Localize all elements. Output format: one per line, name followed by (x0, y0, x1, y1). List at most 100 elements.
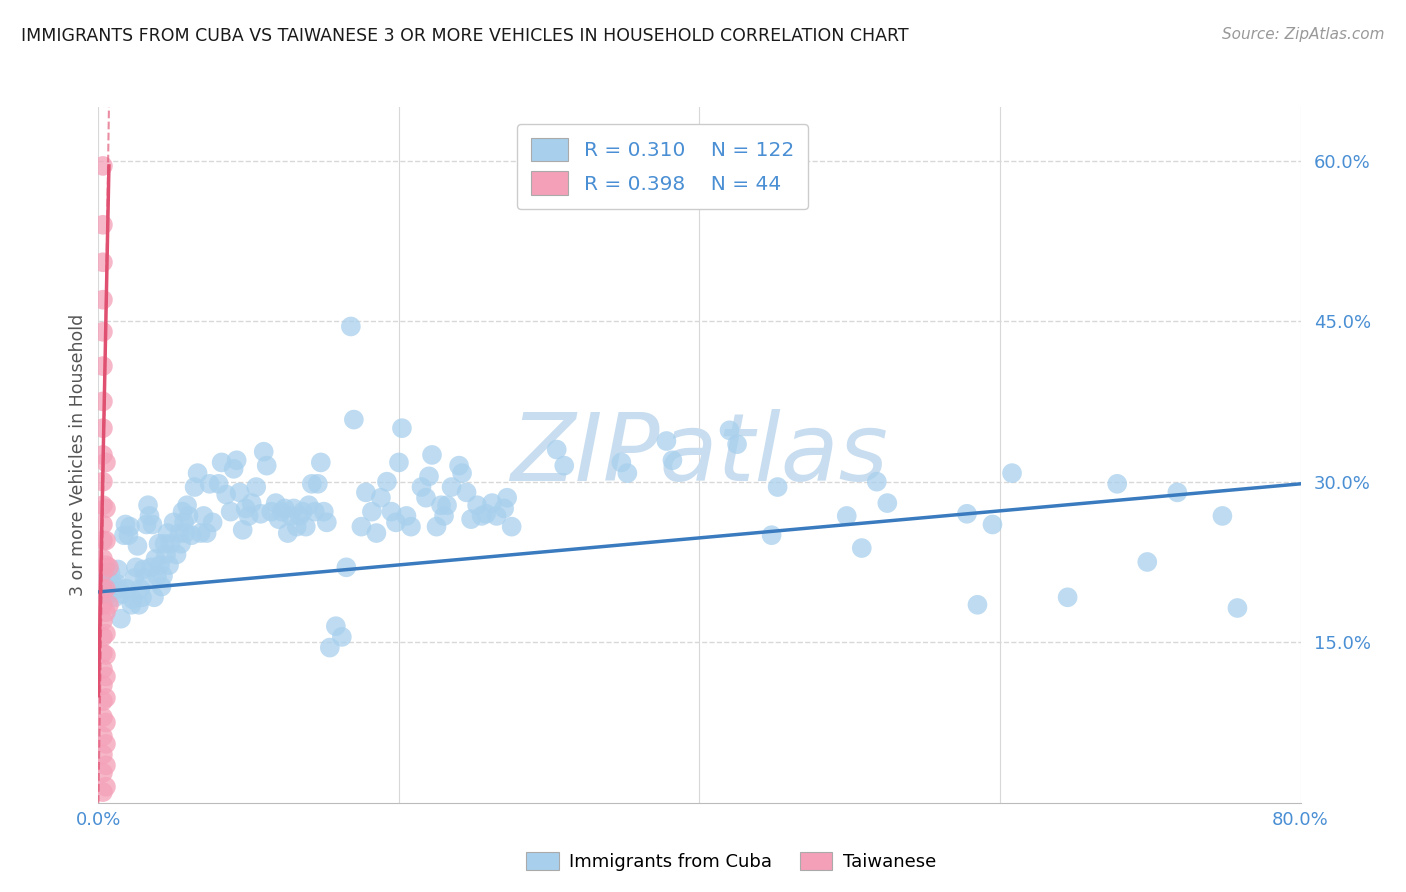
Point (415, 491, 437, 505)
Point (725, 437, 748, 451)
Point (270, 505, 292, 519)
Point (112, 528, 135, 542)
Point (354, 485, 377, 500)
Point (350, 519, 373, 533)
Point (361, 505, 384, 519)
Point (174, 526, 197, 541)
Point (152, 569, 174, 583)
Point (124, 571, 146, 585)
Point (225, 453, 247, 467)
Point (128, 598, 150, 612)
Point (91, 765, 114, 780)
Point (91, 448, 114, 462)
Point (298, 498, 321, 512)
Point (127, 539, 149, 553)
Point (460, 512, 482, 526)
Point (866, 475, 889, 489)
Point (1166, 485, 1188, 500)
Point (430, 498, 453, 512)
Point (177, 508, 200, 523)
Point (183, 480, 205, 494)
Point (162, 516, 184, 530)
Point (335, 560, 357, 574)
Point (94, 758, 117, 772)
Point (91, 582, 114, 596)
Point (380, 505, 402, 519)
Point (238, 508, 260, 523)
Point (1226, 601, 1249, 615)
Point (481, 496, 503, 510)
Point (157, 558, 180, 573)
Point (385, 516, 408, 530)
Point (610, 455, 633, 469)
Point (366, 526, 388, 541)
Point (103, 583, 125, 598)
Point (264, 496, 287, 510)
Point (655, 434, 678, 448)
Point (245, 480, 267, 494)
Point (111, 587, 134, 601)
Point (91, 475, 114, 489)
Point (97, 598, 120, 612)
Point (150, 580, 173, 594)
Point (876, 496, 898, 510)
Point (91, 551, 114, 566)
Point (139, 560, 162, 574)
Point (283, 501, 305, 516)
Point (256, 458, 278, 473)
Point (91, 394, 114, 409)
Point (190, 526, 212, 541)
Point (138, 508, 160, 523)
Point (260, 505, 283, 519)
Point (343, 412, 366, 426)
Point (94, 715, 117, 730)
Point (94, 737, 117, 751)
Point (195, 526, 218, 541)
Point (761, 528, 783, 542)
Point (440, 480, 463, 494)
Point (375, 475, 398, 489)
Point (307, 476, 329, 491)
Point (153, 537, 176, 551)
Point (169, 526, 191, 541)
Point (118, 519, 141, 533)
Point (211, 455, 233, 469)
Point (616, 466, 638, 480)
Point (115, 582, 138, 596)
Point (156, 526, 179, 541)
Point (981, 517, 1004, 532)
Point (91, 359, 114, 373)
Point (249, 507, 271, 521)
Point (315, 516, 337, 530)
Point (465, 498, 488, 512)
Point (96, 571, 118, 585)
Point (149, 558, 172, 573)
Point (90, 576, 112, 591)
Point (319, 640, 342, 655)
Point (187, 466, 209, 480)
Point (661, 453, 683, 467)
Point (94, 648, 117, 662)
Point (253, 444, 276, 458)
Point (91, 678, 114, 692)
Point (94, 605, 117, 619)
Point (143, 591, 166, 605)
Text: IMMIGRANTS FROM CUBA VS TAIWANESE 3 OR MORE VEHICLES IN HOUSEHOLD CORRELATION CH: IMMIGRANTS FROM CUBA VS TAIWANESE 3 OR M… (21, 27, 908, 45)
Point (388, 455, 411, 469)
Point (391, 421, 413, 435)
Point (395, 508, 418, 523)
Point (94, 690, 117, 705)
Point (222, 462, 245, 476)
Point (91, 159, 114, 173)
Point (94, 533, 117, 548)
Point (291, 505, 314, 519)
Point (97, 560, 120, 574)
Point (129, 582, 152, 596)
Point (851, 541, 873, 555)
Point (94, 780, 117, 794)
Point (91, 630, 114, 644)
Point (228, 485, 250, 500)
Legend: R = 0.310    N = 122, R = 0.398    N = 44: R = 0.310 N = 122, R = 0.398 N = 44 (517, 124, 808, 209)
Point (91, 218, 114, 232)
Point (340, 319, 363, 334)
